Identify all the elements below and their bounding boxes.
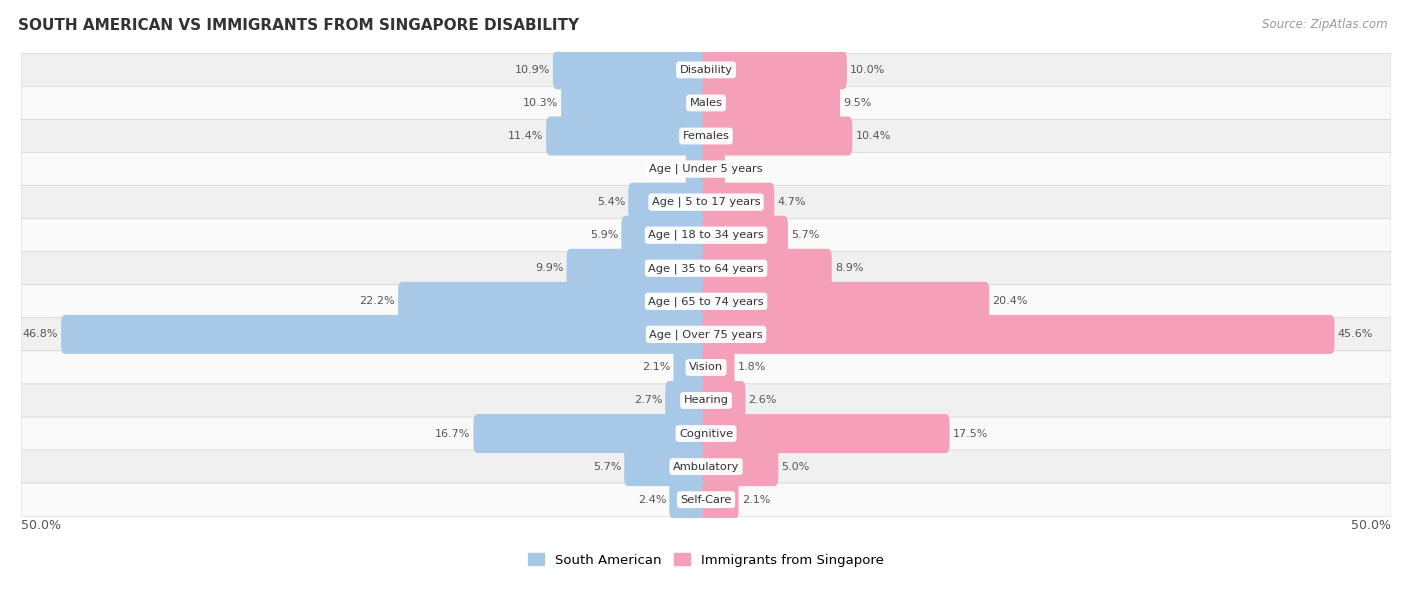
Text: Ambulatory: Ambulatory xyxy=(673,461,740,472)
FancyBboxPatch shape xyxy=(561,83,710,122)
FancyBboxPatch shape xyxy=(702,83,839,122)
FancyBboxPatch shape xyxy=(669,480,710,519)
Text: 50.0%: 50.0% xyxy=(1351,519,1391,532)
FancyBboxPatch shape xyxy=(60,315,710,354)
Text: 2.4%: 2.4% xyxy=(638,494,666,505)
Text: 17.5%: 17.5% xyxy=(953,428,988,439)
Text: 8.9%: 8.9% xyxy=(835,263,863,274)
FancyBboxPatch shape xyxy=(702,315,1334,354)
FancyBboxPatch shape xyxy=(21,417,1391,450)
FancyBboxPatch shape xyxy=(702,381,745,420)
Text: 20.4%: 20.4% xyxy=(993,296,1028,307)
Text: 46.8%: 46.8% xyxy=(22,329,58,340)
FancyBboxPatch shape xyxy=(702,348,734,387)
FancyBboxPatch shape xyxy=(665,381,710,420)
Text: Disability: Disability xyxy=(679,65,733,75)
Text: Age | Over 75 years: Age | Over 75 years xyxy=(650,329,763,340)
FancyBboxPatch shape xyxy=(567,249,710,288)
Text: 9.5%: 9.5% xyxy=(844,98,872,108)
FancyBboxPatch shape xyxy=(702,414,949,453)
Text: Self-Care: Self-Care xyxy=(681,494,731,505)
FancyBboxPatch shape xyxy=(21,285,1391,318)
Text: Age | Under 5 years: Age | Under 5 years xyxy=(650,164,763,174)
FancyBboxPatch shape xyxy=(21,384,1391,417)
Text: 22.2%: 22.2% xyxy=(360,296,395,307)
Text: 5.7%: 5.7% xyxy=(593,461,621,472)
Text: 5.9%: 5.9% xyxy=(591,230,619,240)
Text: 1.1%: 1.1% xyxy=(728,164,756,174)
Text: 10.0%: 10.0% xyxy=(849,65,886,75)
FancyBboxPatch shape xyxy=(21,252,1391,285)
Text: 10.9%: 10.9% xyxy=(515,65,550,75)
Text: 1.8%: 1.8% xyxy=(738,362,766,373)
Text: SOUTH AMERICAN VS IMMIGRANTS FROM SINGAPORE DISABILITY: SOUTH AMERICAN VS IMMIGRANTS FROM SINGAP… xyxy=(18,18,579,34)
Text: 2.7%: 2.7% xyxy=(634,395,662,406)
Text: Age | 35 to 64 years: Age | 35 to 64 years xyxy=(648,263,763,274)
Legend: South American, Immigrants from Singapore: South American, Immigrants from Singapor… xyxy=(523,548,889,572)
FancyBboxPatch shape xyxy=(546,116,710,155)
Text: 2.1%: 2.1% xyxy=(643,362,671,373)
FancyBboxPatch shape xyxy=(702,116,852,155)
Text: 5.0%: 5.0% xyxy=(782,461,810,472)
Text: 50.0%: 50.0% xyxy=(21,519,60,532)
Text: 2.6%: 2.6% xyxy=(748,395,778,406)
Text: Age | 65 to 74 years: Age | 65 to 74 years xyxy=(648,296,763,307)
Text: 10.3%: 10.3% xyxy=(523,98,558,108)
FancyBboxPatch shape xyxy=(21,218,1391,252)
Text: Hearing: Hearing xyxy=(683,395,728,406)
FancyBboxPatch shape xyxy=(21,53,1391,86)
FancyBboxPatch shape xyxy=(702,50,846,89)
FancyBboxPatch shape xyxy=(474,414,710,453)
Text: 11.4%: 11.4% xyxy=(508,131,543,141)
Text: 10.4%: 10.4% xyxy=(855,131,891,141)
FancyBboxPatch shape xyxy=(21,483,1391,516)
Text: Females: Females xyxy=(682,131,730,141)
FancyBboxPatch shape xyxy=(398,282,710,321)
FancyBboxPatch shape xyxy=(21,351,1391,384)
FancyBboxPatch shape xyxy=(21,119,1391,152)
FancyBboxPatch shape xyxy=(673,348,710,387)
Text: Cognitive: Cognitive xyxy=(679,428,733,439)
FancyBboxPatch shape xyxy=(624,447,710,486)
FancyBboxPatch shape xyxy=(702,480,738,519)
Text: Age | 18 to 34 years: Age | 18 to 34 years xyxy=(648,230,763,241)
FancyBboxPatch shape xyxy=(21,86,1391,119)
FancyBboxPatch shape xyxy=(702,215,787,255)
Text: Source: ZipAtlas.com: Source: ZipAtlas.com xyxy=(1263,18,1388,31)
Text: 45.6%: 45.6% xyxy=(1337,329,1372,340)
Text: 9.9%: 9.9% xyxy=(536,263,564,274)
FancyBboxPatch shape xyxy=(21,318,1391,351)
FancyBboxPatch shape xyxy=(21,450,1391,483)
FancyBboxPatch shape xyxy=(702,249,832,288)
FancyBboxPatch shape xyxy=(702,182,775,222)
FancyBboxPatch shape xyxy=(628,182,710,222)
FancyBboxPatch shape xyxy=(702,149,725,188)
Text: 1.2%: 1.2% xyxy=(654,164,683,174)
FancyBboxPatch shape xyxy=(21,152,1391,185)
Text: 5.7%: 5.7% xyxy=(792,230,820,240)
FancyBboxPatch shape xyxy=(702,282,990,321)
Text: Males: Males xyxy=(689,98,723,108)
Text: 4.7%: 4.7% xyxy=(778,197,806,207)
Text: Age | 5 to 17 years: Age | 5 to 17 years xyxy=(652,197,761,207)
Text: Vision: Vision xyxy=(689,362,723,373)
Text: 5.4%: 5.4% xyxy=(596,197,626,207)
FancyBboxPatch shape xyxy=(553,50,710,89)
FancyBboxPatch shape xyxy=(621,215,710,255)
FancyBboxPatch shape xyxy=(702,447,779,486)
FancyBboxPatch shape xyxy=(686,149,710,188)
Text: 16.7%: 16.7% xyxy=(434,428,471,439)
Text: 2.1%: 2.1% xyxy=(741,494,770,505)
FancyBboxPatch shape xyxy=(21,185,1391,218)
